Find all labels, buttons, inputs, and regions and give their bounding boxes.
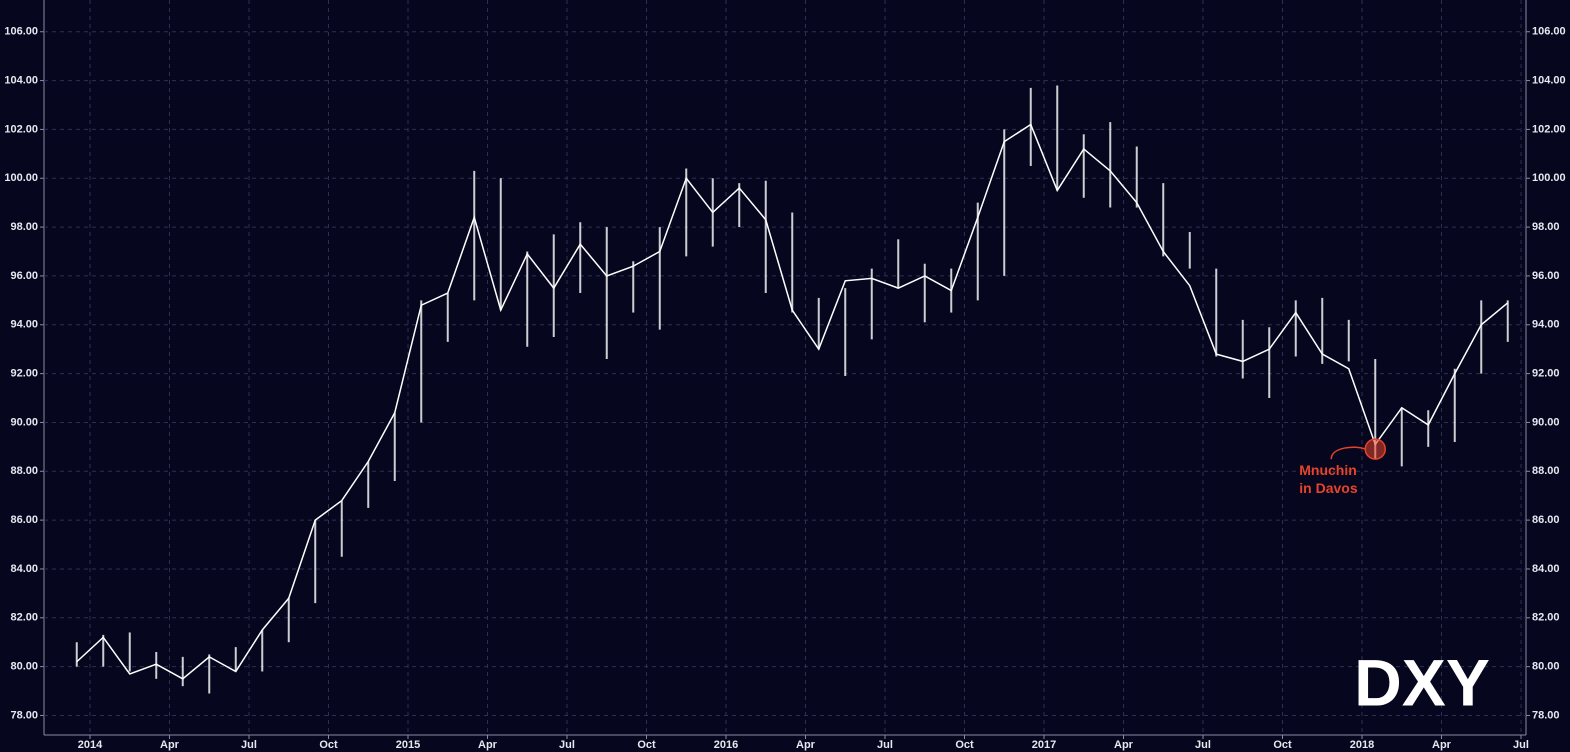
x-tick-label: Apr [160,739,180,751]
y-tick-label: 100.00 [4,172,38,184]
x-tick-label: Oct [1273,739,1292,751]
x-tick-label: Apr [478,739,498,751]
y2-tick-label: 98.00 [1532,221,1560,233]
y2-tick-label: 78.00 [1532,709,1560,721]
y2-tick-label: 88.00 [1532,465,1560,477]
y2-tick-label: 90.00 [1532,416,1560,428]
x-tick-label: Oct [637,739,656,751]
y-tick-label: 94.00 [10,319,38,331]
x-tick-label: Jul [241,739,257,751]
x-tick-label: Jul [877,739,893,751]
price-bars [75,85,1509,694]
x-tick-label: 2015 [396,739,420,751]
x-tick-label: Apr [1114,739,1134,751]
y2-tick-label: 86.00 [1532,514,1560,526]
y-tick-label: 106.00 [4,26,38,38]
x-tick-label: 2016 [714,739,738,751]
y2-tick-label: 84.00 [1532,563,1560,575]
annotation-text: Mnuchin [1299,462,1357,478]
annotation-connector [1330,446,1366,460]
y2-tick-label: 104.00 [1532,74,1566,86]
y-tick-label: 82.00 [10,612,38,624]
x-tick-label: Apr [796,739,816,751]
close-line [76,123,1509,680]
y-tick-label: 84.00 [10,563,38,575]
y-tick-label: 104.00 [4,74,38,86]
y2-tick-label: 100.00 [1532,172,1566,184]
x-tick-label: Jul [1195,739,1211,751]
x-tick-label: Oct [955,739,974,751]
y-tick-label: 98.00 [10,221,38,233]
y2-tick-label: 106.00 [1532,26,1566,38]
annotation-text: in Davos [1299,480,1358,496]
x-tick-label: 2014 [78,739,103,751]
y-tick-label: 90.00 [10,416,38,428]
x-tick-label: 2018 [1350,739,1374,751]
y-tick-label: 96.00 [10,270,38,282]
x-tick-label: Jul [1513,739,1529,751]
y2-tick-label: 80.00 [1532,661,1560,673]
y-tick-label: 78.00 [10,709,38,721]
y-tick-label: 86.00 [10,514,38,526]
watermark: DXY [1354,645,1490,719]
x-tick-label: Oct [319,739,338,751]
x-tick-label: Jul [559,739,575,751]
y-tick-label: 102.00 [4,123,38,135]
y2-tick-label: 102.00 [1532,123,1566,135]
x-tick-label: Apr [1432,739,1452,751]
x-tick-label: 2017 [1032,739,1056,751]
annotation-marker [1364,438,1386,460]
y2-tick-label: 82.00 [1532,612,1560,624]
y2-tick-label: 94.00 [1532,319,1560,331]
y2-tick-label: 96.00 [1532,270,1560,282]
y-tick-label: 92.00 [10,368,38,380]
y2-tick-label: 92.00 [1532,368,1560,380]
y-tick-label: 80.00 [10,661,38,673]
y-tick-label: 88.00 [10,465,38,477]
